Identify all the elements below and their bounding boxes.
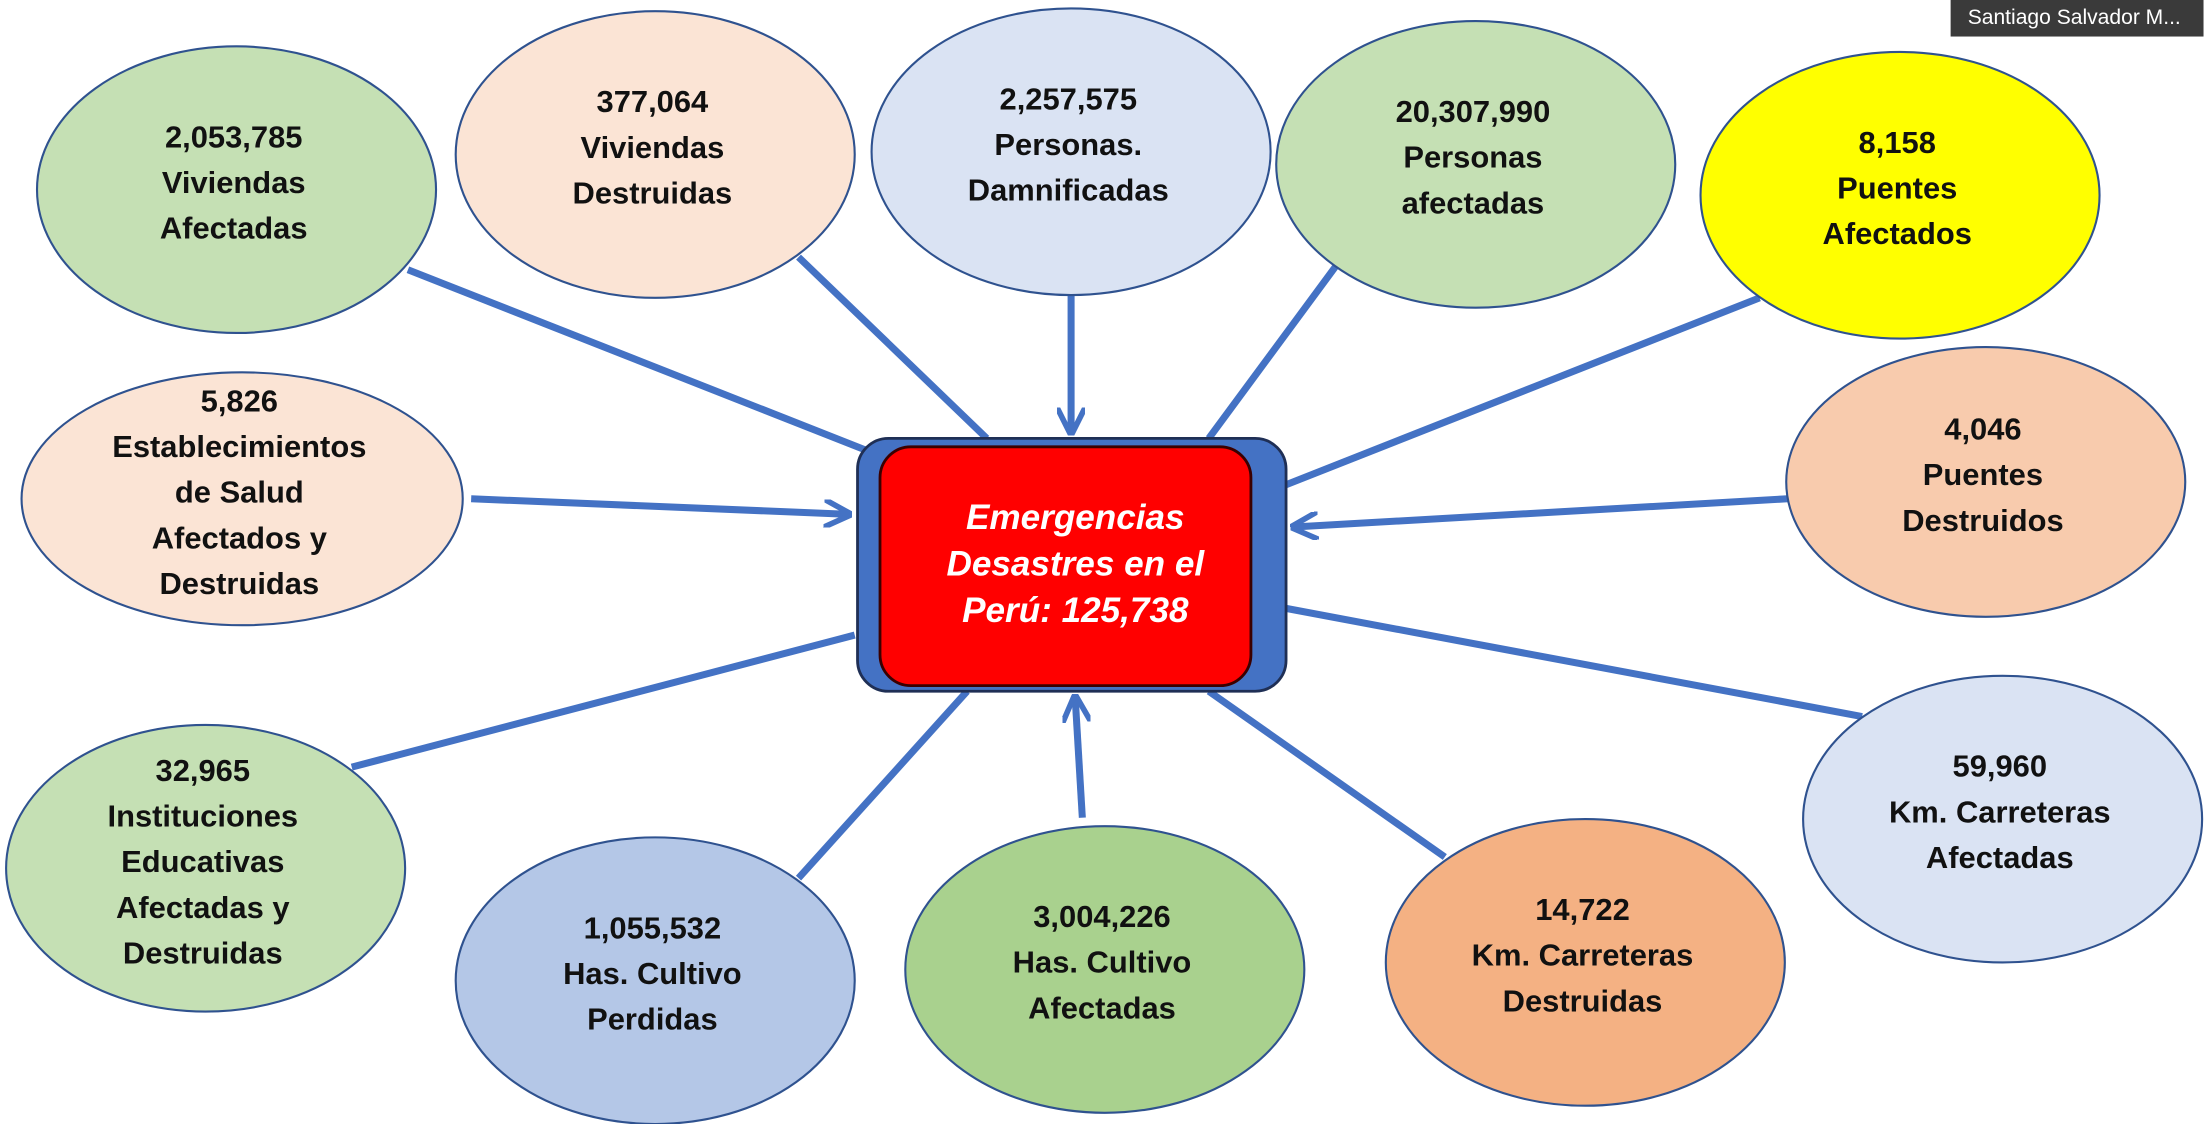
node-label: Destruidas xyxy=(1503,983,1663,1018)
node-label: Destruidas xyxy=(573,175,733,210)
node-value: 20,307,990 xyxy=(1396,94,1551,129)
node-value: 2,257,575 xyxy=(1000,81,1138,116)
node-value: 4,046 xyxy=(1944,412,2021,447)
connectors xyxy=(350,254,1863,881)
node-ellipse xyxy=(904,825,1306,1114)
node-label: Puentes xyxy=(1837,171,1957,206)
arrow xyxy=(1296,495,1788,527)
node-label: Has. Cultivo xyxy=(563,956,742,991)
node-label: afectadas xyxy=(1402,185,1545,220)
connector xyxy=(1285,604,1863,721)
node-label: de Salud xyxy=(175,475,304,510)
participant-name: Santiago Salvador M... xyxy=(1968,6,2181,29)
node-label: Has. Cultivo xyxy=(1013,945,1192,980)
node-ellipse xyxy=(454,10,856,299)
node-label: Viviendas xyxy=(581,130,725,165)
connector xyxy=(796,254,990,441)
connector xyxy=(795,688,970,881)
node-label: Educativas xyxy=(121,844,284,879)
node-ellipse xyxy=(35,45,438,335)
node-ellipse xyxy=(1275,20,1677,309)
node-ellipse xyxy=(20,371,464,627)
node-ellipse xyxy=(1802,674,2204,964)
center-box xyxy=(878,445,1253,688)
node-ellipse xyxy=(5,723,407,1013)
node-ellipse xyxy=(1699,50,2101,340)
node-label: Personas xyxy=(1403,140,1542,175)
node-label: Perdidas xyxy=(587,1002,718,1037)
node-label: Puentes xyxy=(1923,457,2043,492)
node-label: Destruidas xyxy=(123,936,283,971)
node-label: Damnificadas xyxy=(968,173,1169,208)
node-value: 5,826 xyxy=(201,383,278,418)
node-value: 32,965 xyxy=(156,753,251,788)
node-ellipse xyxy=(1384,818,1786,1107)
node-value: 3,004,226 xyxy=(1033,899,1171,934)
center-label: Desastres en el xyxy=(946,544,1205,583)
node-label: Afectadas xyxy=(1926,840,2074,875)
center-label: Emergencias xyxy=(966,498,1185,537)
connector xyxy=(1205,264,1339,441)
node-label: Afectados y xyxy=(152,520,328,555)
node-label: Afectadas xyxy=(1028,990,1176,1025)
node-label: Km. Carreteras xyxy=(1472,938,1694,973)
center-label: Perú: 125,738 xyxy=(962,591,1189,630)
node-value: 8,158 xyxy=(1859,125,1936,160)
node-label: Personas. xyxy=(994,127,1142,162)
node-label: Viviendas xyxy=(162,165,306,200)
node-value: 59,960 xyxy=(1953,749,2048,784)
node-ellipse xyxy=(454,836,856,1124)
node-ellipse xyxy=(870,7,1272,297)
node-value: 14,722 xyxy=(1535,892,1630,927)
arrow xyxy=(471,495,846,514)
node-label: Destruidos xyxy=(1902,503,2063,538)
node-label: Afectadas xyxy=(160,211,308,246)
node-value: 2,053,785 xyxy=(165,119,303,154)
node-value: 1,055,532 xyxy=(584,910,722,945)
participant-tag xyxy=(1950,0,2204,37)
arrow xyxy=(1075,700,1082,818)
node-value: 377,064 xyxy=(597,84,710,119)
connector xyxy=(1206,688,1447,860)
node-label: Afectados xyxy=(1823,216,1972,251)
connector xyxy=(1284,294,1761,488)
node-ellipse xyxy=(1785,345,2187,618)
node-label: Km. Carreteras xyxy=(1889,794,2111,829)
node-label: Instituciones xyxy=(107,799,298,834)
node-label: Establecimientos xyxy=(112,429,366,464)
node-label: Afectadas y xyxy=(116,890,290,925)
connector xyxy=(406,266,866,453)
connector xyxy=(350,631,856,771)
node-label: Destruidas xyxy=(159,566,319,601)
